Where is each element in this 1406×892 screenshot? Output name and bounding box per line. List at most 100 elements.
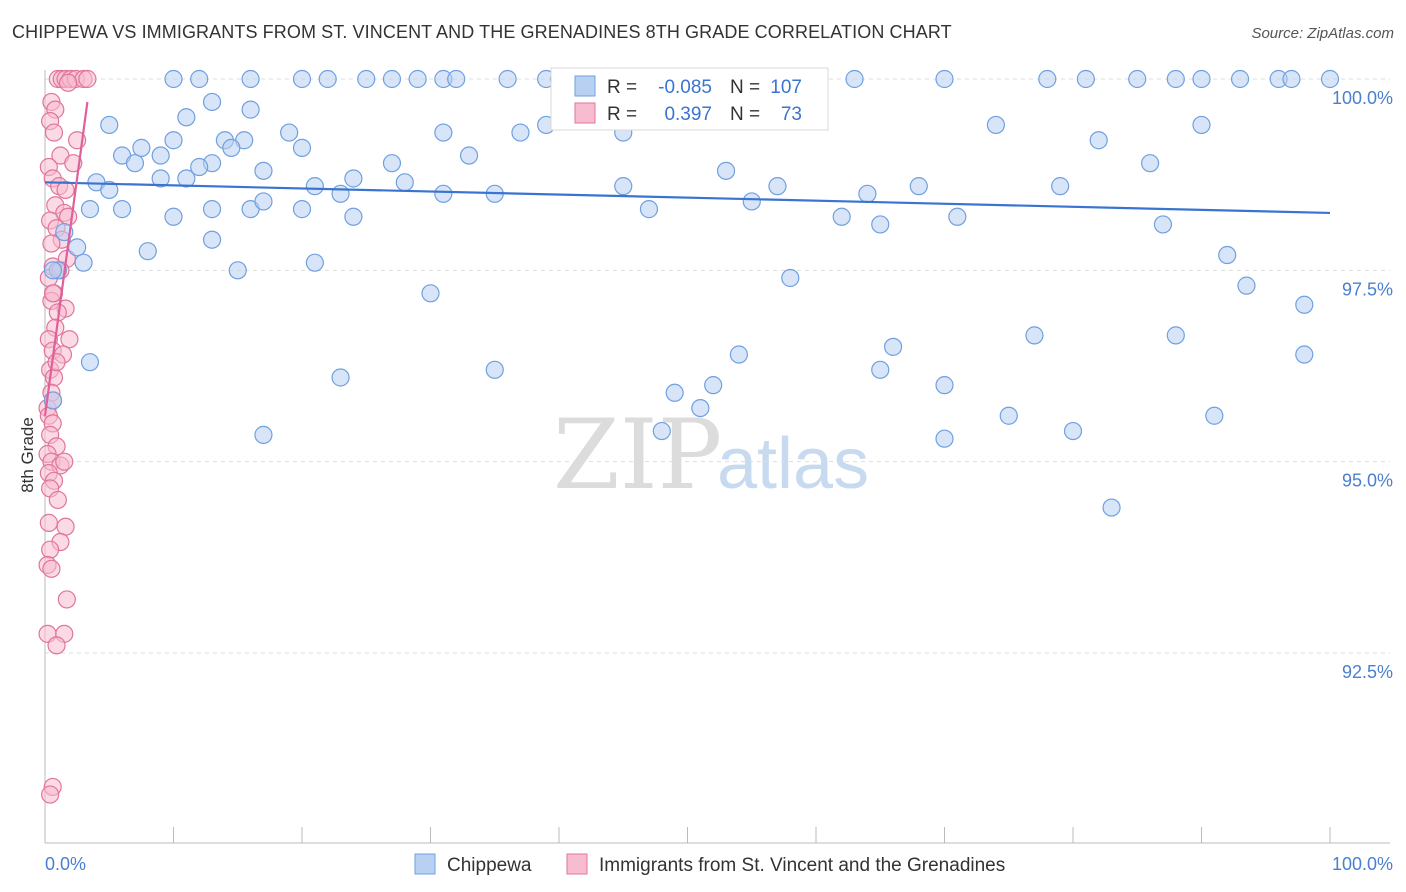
bottom-legend-label-immigrants: Immigrants from St. Vincent and the Gren… (599, 855, 1005, 876)
data-point (41, 785, 60, 804)
data-point (151, 146, 170, 165)
data-point (1295, 295, 1314, 314)
data-point (112, 200, 132, 219)
data-point (395, 173, 414, 192)
legend-r-label-2: R = (607, 104, 637, 125)
watermark-atlas: atlas (717, 424, 869, 504)
data-point (254, 192, 273, 211)
data-point (511, 123, 530, 142)
data-point (132, 138, 151, 157)
data-point (222, 138, 241, 157)
data-point (1089, 131, 1108, 150)
data-point (202, 92, 222, 112)
data-point (344, 169, 363, 188)
data-point (331, 368, 350, 387)
data-point (1237, 276, 1256, 295)
trend-line-immigrants (43, 101, 89, 416)
bottom-legend-swatch-immigrants (566, 853, 588, 875)
data-point (614, 177, 633, 196)
data-point (177, 169, 196, 188)
data-point (190, 157, 209, 177)
data-point (42, 559, 61, 578)
data-point (1153, 215, 1173, 234)
data-point (1140, 154, 1160, 173)
series-legend: Chippewa Immigrants from St. Vincent and… (414, 853, 1005, 876)
data-point (1076, 69, 1095, 89)
data-point (935, 69, 954, 89)
data-point (43, 284, 63, 303)
data-point (845, 69, 864, 89)
stats-legend: R = -0.085 N = 107 R = 0.397 N = 73 (550, 67, 829, 131)
data-point (832, 207, 851, 226)
data-point (716, 161, 736, 180)
data-point (1128, 69, 1147, 89)
data-point (100, 115, 119, 135)
data-point (292, 200, 312, 219)
y-tick-label: 100.0% (1332, 88, 1393, 108)
legend-r-label-1: R = (607, 77, 637, 98)
data-point (190, 69, 209, 89)
tick-labels: 100.0% 97.5% 95.0% 92.5% 0.0% 100.0% (45, 88, 1393, 874)
data-point (883, 337, 903, 356)
data-point (305, 177, 324, 196)
data-point (59, 73, 78, 92)
data-point (44, 368, 64, 387)
data-point (1218, 245, 1237, 265)
data-point (164, 207, 183, 226)
data-point (60, 330, 79, 349)
data-point (80, 200, 100, 219)
data-point (318, 69, 337, 89)
stats-legend-box (550, 67, 829, 131)
data-point (202, 230, 222, 249)
data-point (57, 590, 76, 609)
data-point (999, 406, 1018, 425)
data-point (1063, 421, 1083, 441)
legend-n-value-immigrants: 73 (781, 104, 802, 125)
data-point (1102, 498, 1121, 517)
data-point (254, 425, 273, 444)
data-point (177, 108, 196, 127)
data-point (1192, 115, 1211, 135)
watermark-zip: ZIP (553, 399, 722, 511)
data-point (1205, 406, 1224, 425)
legend-n-label-1: N = (730, 77, 760, 98)
data-point (781, 268, 800, 288)
data-point (408, 69, 427, 89)
data-point (652, 421, 671, 441)
y-tick-label: 92.5% (1342, 662, 1393, 682)
data-point (742, 192, 761, 211)
data-point (344, 207, 363, 226)
data-point (56, 180, 75, 200)
y-axis-label: 8th Grade (18, 417, 37, 493)
data-point (1038, 69, 1057, 89)
legend-n-label-2: N = (730, 104, 760, 125)
data-point (909, 177, 928, 196)
x-tick-label: 100.0% (1332, 854, 1393, 874)
data-point (78, 69, 97, 89)
data-point (459, 146, 479, 165)
data-point (47, 636, 66, 655)
data-point (68, 238, 87, 257)
page-title: CHIPPEWA VS IMMIGRANTS FROM ST. VINCENT … (12, 22, 952, 42)
data-point (241, 69, 260, 89)
legend-swatch-immigrants (574, 102, 596, 124)
legend-n-value-chippewa: 107 (770, 77, 802, 98)
data-point (1320, 69, 1340, 89)
data-point (871, 215, 890, 234)
data-point (485, 360, 504, 379)
y-tick-label: 97.5% (1342, 279, 1393, 299)
data-point (382, 154, 402, 173)
data-point (768, 177, 787, 196)
data-point (48, 490, 67, 510)
data-point (1192, 69, 1211, 89)
data-point (498, 69, 517, 89)
data-point (935, 429, 954, 448)
data-point (164, 69, 183, 89)
legend-swatch-chippewa (574, 75, 596, 97)
data-point (39, 513, 58, 532)
data-point (447, 69, 466, 89)
source-note: Source: ZipAtlas.com (1251, 25, 1394, 42)
data-point (100, 180, 119, 200)
data-point (948, 207, 967, 226)
